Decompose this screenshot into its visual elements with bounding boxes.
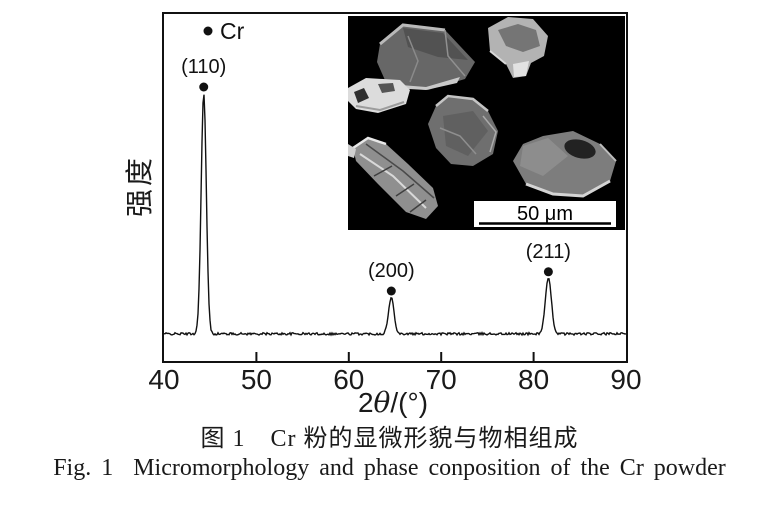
x-axis-title: 2θ/(°) [300,386,486,419]
x-tick-label: 50 [240,364,272,395]
sem-particle-e [352,136,438,219]
sem-particle-c [348,78,410,113]
x-tick-label: 40 [148,364,180,395]
scale-bar-label: 50 μm [517,203,573,225]
peak-marker-dot [199,82,209,92]
sem-particle-d [428,94,498,166]
legend-marker-dot [203,26,213,36]
x-tick-label: 60 [333,364,365,395]
x-tick-label: 70 [425,364,457,395]
xrd-trace [164,94,626,337]
xrd-plot-box: (110) (200) (211) Cr [162,12,628,363]
y-axis-label: 强度 [123,154,155,218]
x-title-suffix: /(°) [390,387,429,418]
sem-inset-svg: 50 μm [348,16,625,230]
x-title-theta: θ [373,386,391,419]
legend-label: Cr [220,18,245,44]
caption-chinese: 图 1 Cr 粉的显微形貌与物相组成 [200,426,579,452]
peak-label: (211) [526,241,571,263]
peak-marker-dot [543,267,553,277]
peak-marker-dot [386,286,396,296]
peak-label: (110) [181,56,226,78]
sem-particle-f [513,131,617,198]
sem-particle-fragment [348,144,356,158]
peak-label: (200) [368,260,415,282]
x-tick-label: 80 [518,364,550,395]
scale-bar: 50 μm [472,199,618,229]
xrd-plot-svg: (110) (200) (211) Cr [164,18,626,361]
sem-particle-b [488,17,548,78]
x-tick-label: 90 [610,364,642,395]
caption-english: Fig. 1 Micromorphology and phase conposi… [53,455,726,481]
sem-inset-image: 50 μm [348,16,625,230]
x-title-prefix: 2 [357,387,374,418]
